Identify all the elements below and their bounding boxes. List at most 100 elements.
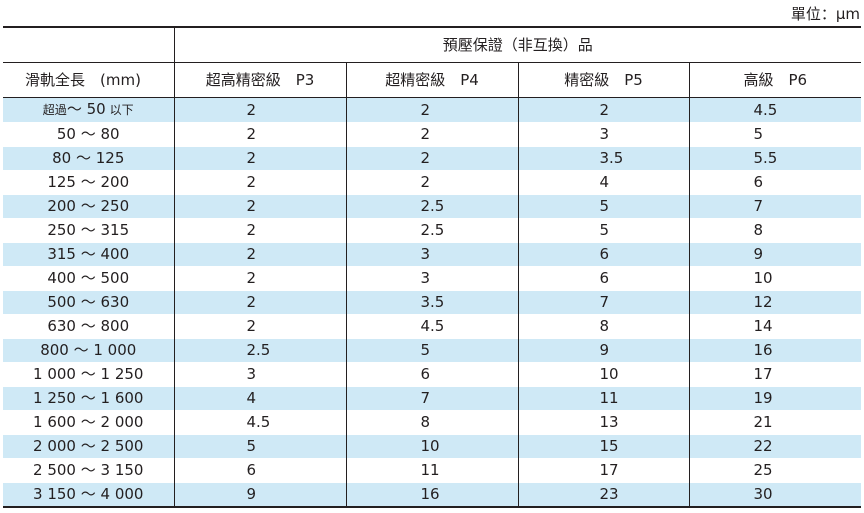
- value-cell-p3: 4.5: [173, 410, 346, 435]
- value-cell-p5: 9: [517, 338, 689, 363]
- length-range: 125 ～ 200: [47, 173, 130, 191]
- value-cell-p4: 2: [345, 146, 518, 171]
- value-cell-p6: 21: [688, 410, 862, 435]
- value-cell-p6: 9: [688, 242, 862, 267]
- preload-tolerance-table: 預壓保證（非互換）品 滑軌全長 (mm) 超高精密級 P3 超精密級 P4 精密…: [3, 26, 862, 508]
- length-suffix: 以下: [109, 103, 134, 117]
- length-range: 3 150 ～ 4 000: [33, 485, 144, 503]
- value-cell-p3: 2: [173, 314, 346, 339]
- length-range-cell: 200 ～ 250: [3, 194, 174, 219]
- value-cell-p4: 16: [345, 482, 518, 507]
- value-cell-p3: 2: [173, 194, 346, 219]
- table-row: 80 ～ 125 2 2 3.5 5.5: [3, 146, 862, 171]
- value-cell-p6: 17: [688, 362, 862, 387]
- length-range: 2 500 ～ 3 150: [33, 461, 144, 479]
- value-cell-p4: 7: [345, 386, 518, 411]
- value-cell-p3: 9: [173, 482, 346, 507]
- value-cell-p6: 12: [688, 290, 862, 315]
- value-cell-p5: 8: [517, 314, 689, 339]
- value-cell-p6: 7: [688, 194, 862, 219]
- value-cell-p5: 6: [517, 242, 689, 267]
- value-cell-p6: 14: [688, 314, 862, 339]
- header-blank-cell: [3, 27, 174, 63]
- length-range-cell: 80 ～ 125: [3, 146, 174, 171]
- length-range-cell: 50 ～ 80: [3, 123, 174, 147]
- length-range: 80 ～ 125: [52, 149, 125, 167]
- value-cell-p5: 23: [517, 482, 689, 507]
- value-cell-p4: 11: [345, 458, 518, 483]
- value-cell-p5: 11: [517, 386, 689, 411]
- group-header: 預壓保證（非互換）品: [173, 27, 862, 63]
- length-range-cell: 125 ～ 200: [3, 171, 174, 195]
- value-cell-p5: 2: [517, 97, 689, 123]
- value-cell-p3: 2: [173, 170, 346, 195]
- value-cell-p5: 15: [517, 434, 689, 459]
- value-cell-p3: 2: [173, 218, 346, 243]
- table-row: 315 ～ 400 2 3 6 9: [3, 242, 862, 267]
- value-cell-p3: 2: [173, 146, 346, 171]
- column-header-length: 滑軌全長 (mm): [25, 71, 141, 89]
- value-cell-p4: 2.5: [345, 194, 518, 219]
- value-cell-p6: 19: [688, 386, 862, 411]
- table-row: 500 ～ 630 2 3.5 7 12: [3, 290, 862, 315]
- length-range-cell: 500 ～ 630: [3, 290, 174, 315]
- table-row: 超過～ 50 以下 2 2 2 4.5: [3, 97, 862, 123]
- header-row-group: 預壓保證（非互換）品: [3, 27, 862, 63]
- table-row: 2 000 ～ 2 500 5 10 15 22: [3, 434, 862, 459]
- table-row: 50 ～ 80 2 2 3 5: [3, 122, 862, 147]
- value-cell-p5: 7: [517, 290, 689, 315]
- table-row: 200 ～ 250 2 2.5 5 7: [3, 194, 862, 219]
- value-cell-p6: 8: [688, 218, 862, 243]
- value-cell-p6: 25: [688, 458, 862, 483]
- value-cell-p6: 5: [688, 122, 862, 147]
- value-cell-p4: 3.5: [345, 290, 518, 315]
- column-header-p3: 超高精密級 P3: [173, 62, 346, 98]
- value-cell-p6: 22: [688, 434, 862, 459]
- value-cell-p4: 5: [345, 338, 518, 363]
- value-cell-p5: 5: [517, 218, 689, 243]
- value-cell-p3: 2: [173, 266, 346, 291]
- value-cell-p5: 5: [517, 194, 689, 219]
- length-range-cell: 315 ～ 400: [3, 242, 174, 267]
- value-cell-p3: 4: [173, 386, 346, 411]
- value-cell-p5: 4: [517, 170, 689, 195]
- length-range-cell: 1 600 ～ 2 000: [3, 411, 174, 435]
- value-cell-p3: 5: [173, 434, 346, 459]
- length-range-cell: 超過～ 50 以下: [3, 97, 174, 123]
- value-cell-p6: 5.5: [688, 146, 862, 171]
- value-cell-p4: 3: [345, 266, 518, 291]
- value-cell-p5: 3.5: [517, 146, 689, 171]
- value-cell-p4: 2: [345, 122, 518, 147]
- length-range: 630 ～ 800: [47, 317, 130, 335]
- table-row: 125 ～ 200 2 2 4 6: [3, 170, 862, 195]
- length-range: 800 ～ 1 000: [40, 341, 137, 359]
- length-range: 250 ～ 315: [47, 221, 130, 239]
- table-row: 1 600 ～ 2 000 4.5 8 13 21: [3, 410, 862, 435]
- value-cell-p4: 2: [345, 97, 518, 123]
- length-range: 2 000 ～ 2 500: [33, 437, 144, 455]
- length-range: 315 ～ 400: [47, 245, 130, 263]
- value-cell-p3: 3: [173, 362, 346, 387]
- value-cell-p6: 16: [688, 338, 862, 363]
- table-row: 3 150 ～ 4 000 9 16 23 30: [3, 482, 862, 507]
- value-cell-p6: 6: [688, 170, 862, 195]
- table-row: 400 ～ 500 2 3 6 10: [3, 266, 862, 291]
- value-cell-p3: 2: [173, 290, 346, 315]
- length-range: ～ 50: [66, 100, 106, 118]
- length-range: 1 000 ～ 1 250: [33, 365, 144, 383]
- table-row: 800 ～ 1 000 2.5 5 9 16: [3, 338, 862, 363]
- length-range-cell: 2 000 ～ 2 500: [3, 434, 174, 459]
- value-cell-p5: 6: [517, 266, 689, 291]
- length-range-cell: 2 500 ～ 3 150: [3, 459, 174, 483]
- value-cell-p6: 4.5: [688, 97, 862, 123]
- table-row: 2 500 ～ 3 150 6 11 17 25: [3, 458, 862, 483]
- table-row: 630 ～ 800 2 4.5 8 14: [3, 314, 862, 339]
- length-range: 500 ～ 630: [47, 293, 130, 311]
- value-cell-p4: 3: [345, 242, 518, 267]
- length-range: 50 ～ 80: [56, 125, 120, 143]
- column-header-p5: 精密級 P5: [517, 62, 689, 98]
- length-range: 400 ～ 500: [47, 269, 130, 287]
- value-cell-p3: 2: [173, 97, 346, 123]
- length-range-cell: 1 250 ～ 1 600: [3, 386, 174, 411]
- length-range: 1 250 ～ 1 600: [33, 389, 144, 407]
